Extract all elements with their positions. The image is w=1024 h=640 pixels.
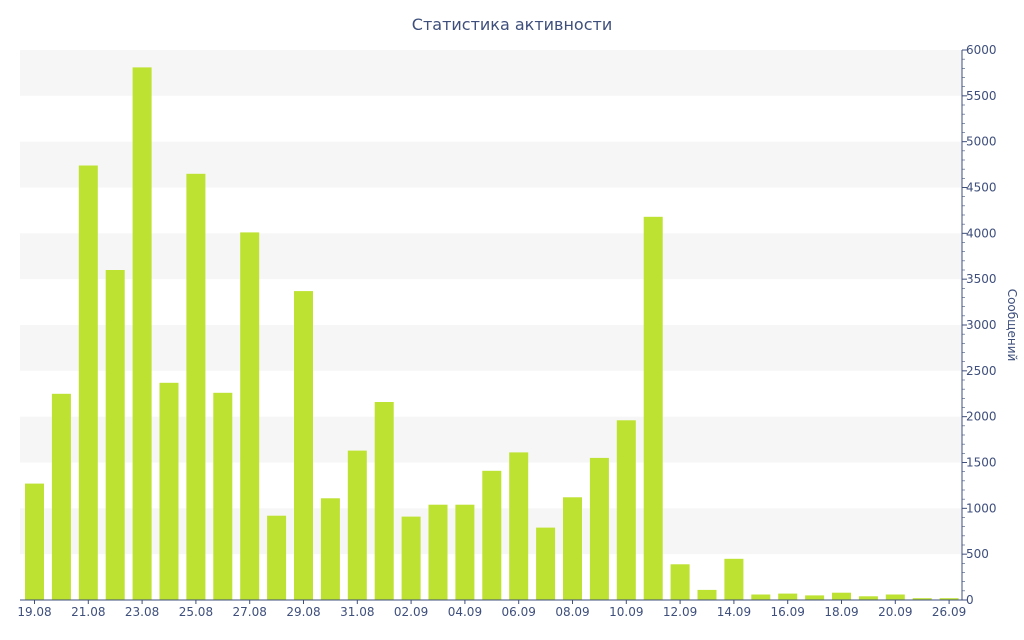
bar [186,173,206,601]
bar [858,596,878,600]
bar [885,594,905,600]
bar [240,232,260,600]
y-axis: 0 500 1000 1500 2000 2500 3000 3500 4000 4500 5000… [961,43,997,607]
y-tick-label: 2000 [966,410,997,424]
x-tick-label: 20.09 [878,605,912,619]
bar [563,497,582,600]
grid-band [20,50,962,96]
x-tick-label: 14.09 [717,605,751,619]
y-tick-label: 3500 [966,272,997,286]
x-tick-label: 06.09 [502,605,536,619]
y-axis-title: Сообщений [1005,289,1019,362]
y-tick-label: 0 [966,593,974,607]
bar [159,382,179,601]
bar [105,270,125,600]
y-tick-label: 5000 [966,135,997,149]
bar [78,165,98,600]
bar [751,594,771,600]
x-tick-label: 04.09 [448,605,482,619]
x-axis: 19.08 21.08 23.08 25.08 27.08 29.08 31.08 02.09… [17,599,966,619]
bars [25,67,959,601]
y-tick-label: 5500 [966,89,997,103]
bar [670,564,690,601]
bar [912,598,932,600]
bar [455,504,475,600]
x-tick-label: 18.09 [824,605,858,619]
grid-band [20,325,962,371]
x-tick-label: 31.08 [340,605,374,619]
x-tick-label: 10.09 [609,605,643,619]
bar [401,516,421,600]
y-tick-label: 1000 [966,501,997,515]
bar [536,527,556,600]
chart-title: Статистика активности [411,15,613,34]
y-tick-label: 4500 [966,181,997,195]
bar [320,498,340,601]
y-tick-label: 3000 [966,318,997,332]
bar [643,216,663,601]
y-tick-label: 1500 [966,456,997,470]
bar [267,515,287,600]
bar [347,450,367,600]
x-tick-label: 21.08 [71,605,105,619]
x-tick-label: 29.08 [286,605,320,619]
y-tick-label: 500 [966,547,989,561]
x-tick-label: 26.09 [932,605,966,619]
x-tick-label: 02.09 [394,605,428,619]
bar [832,592,851,600]
bar [428,504,448,600]
bar [374,402,394,600]
x-tick-label: 16.09 [771,605,805,619]
x-tick-label: 23.08 [125,605,159,619]
bar [616,420,636,600]
x-tick-label: 08.09 [555,605,589,619]
x-tick-label: 12.09 [663,605,697,619]
bar [805,595,825,600]
bar [51,393,71,601]
x-tick-label: 25.08 [179,605,213,619]
bar [509,452,529,600]
x-tick-label: 19.08 [17,605,51,619]
y-tick-label: 6000 [966,43,997,57]
bar [778,593,798,600]
bar [482,470,502,601]
bar [589,457,609,600]
y-tick-label: 2500 [966,364,997,378]
bar [939,598,959,600]
bar [724,558,744,601]
bar [213,392,233,600]
bar [25,483,44,600]
bar [294,291,313,600]
grid-band [20,233,962,280]
bar [697,589,717,600]
x-tick-label: 27.08 [233,605,267,619]
bar [132,67,152,600]
y-tick-label: 4000 [966,226,997,240]
grid-band [20,141,962,188]
